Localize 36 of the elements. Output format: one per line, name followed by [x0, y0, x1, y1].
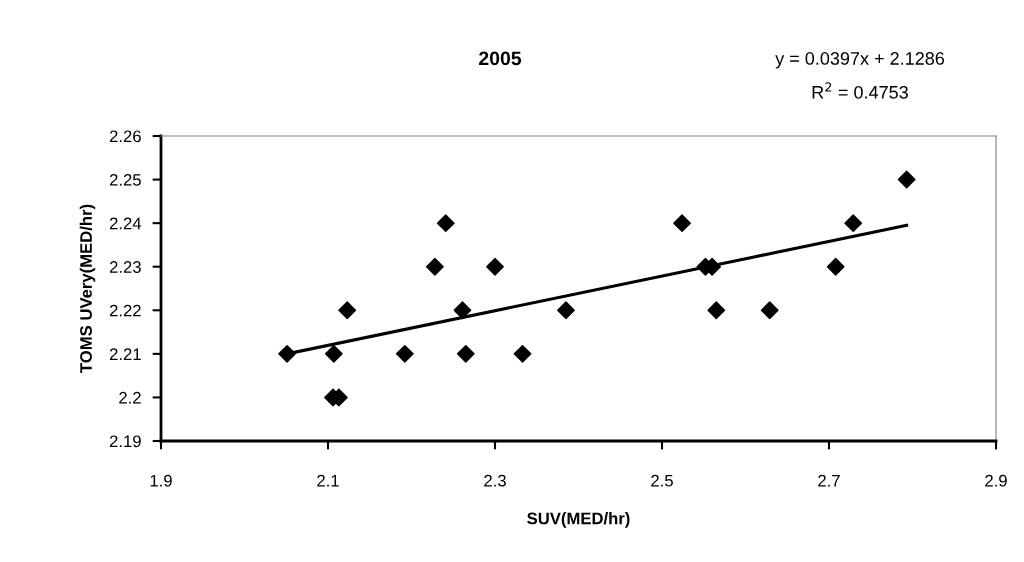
point	[278, 344, 296, 363]
x-axis-title: SUV(MED/hr)	[527, 512, 630, 528]
point	[513, 344, 532, 363]
y-tick-label: 2.23	[109, 261, 141, 273]
y-tick-label: 2.2	[119, 391, 141, 404]
chart-title: 2005	[479, 51, 522, 66]
y-tick-label: 2.25	[109, 173, 141, 186]
x-tick-label: 2.1	[317, 474, 339, 487]
point	[425, 257, 444, 276]
x-tick-label: 2.3	[484, 474, 506, 487]
point	[707, 301, 726, 320]
point	[395, 344, 414, 363]
text: y = 0.0397x + 2.1286	[775, 52, 945, 69]
y-tick-label: 2.21	[109, 348, 141, 360]
x-tick-label: 2.7	[818, 474, 840, 487]
y-tick-label: 2.24	[109, 217, 142, 230]
y-tick-label: 2.26	[109, 130, 141, 143]
point	[826, 257, 845, 276]
point	[760, 301, 779, 320]
point	[338, 301, 357, 320]
point	[486, 257, 504, 276]
point	[673, 214, 691, 233]
text: R$^{2}$ = 0.4753	[812, 82, 908, 99]
point	[844, 214, 863, 233]
point	[436, 214, 455, 233]
y-tick-label: 2.22	[109, 304, 141, 317]
x-tick-label: 1.9	[150, 474, 172, 487]
point	[557, 301, 575, 320]
x-tick-label: 2.9	[985, 474, 1007, 487]
point	[897, 170, 916, 189]
point	[324, 344, 343, 363]
y-tick-label: 2.19	[109, 435, 141, 448]
point	[453, 301, 472, 320]
point	[456, 344, 475, 363]
x-tick-label: 2.5	[651, 474, 673, 487]
y-axis-title: TOMS UVery(MED/hr)	[79, 204, 96, 373]
